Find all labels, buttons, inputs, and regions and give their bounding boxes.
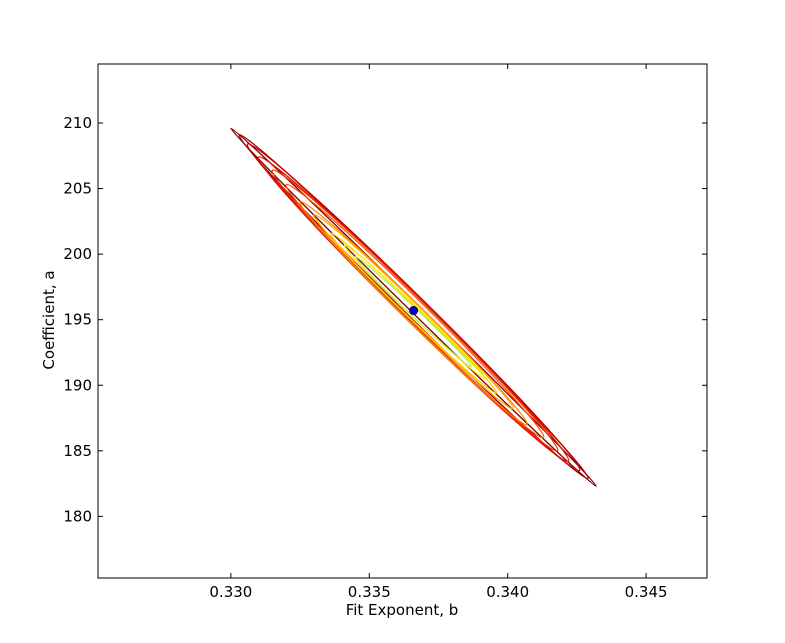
contour-level-6 xyxy=(285,183,545,439)
plot-area xyxy=(97,63,708,579)
contour-lines xyxy=(230,127,597,487)
x-tick-label: 0.330 xyxy=(209,583,252,601)
x-tick-label: 0.345 xyxy=(625,583,668,601)
contour-level-3 xyxy=(246,143,581,472)
y-tick-label: 195 xyxy=(63,311,92,329)
x-tick-label: 0.335 xyxy=(348,583,391,601)
y-tick-label: 205 xyxy=(63,180,92,198)
y-tick-label: 190 xyxy=(63,376,92,394)
best-fit-point xyxy=(409,306,419,316)
y-tick-label: 180 xyxy=(63,507,92,525)
axis-ticks: 0.330 0.335 0.340 0.345 180 185 190 195 200 205 21… xyxy=(63,64,707,601)
x-axis-label: Fit Exponent, b xyxy=(346,601,459,619)
y-tick-label: 210 xyxy=(63,114,92,132)
y-tick-label: 185 xyxy=(63,442,92,460)
y-tick-label: 200 xyxy=(63,245,92,263)
axes-frame xyxy=(97,63,708,579)
x-tick-label: 0.340 xyxy=(486,583,529,601)
y-axis-label: Coefficient, a xyxy=(40,270,58,369)
